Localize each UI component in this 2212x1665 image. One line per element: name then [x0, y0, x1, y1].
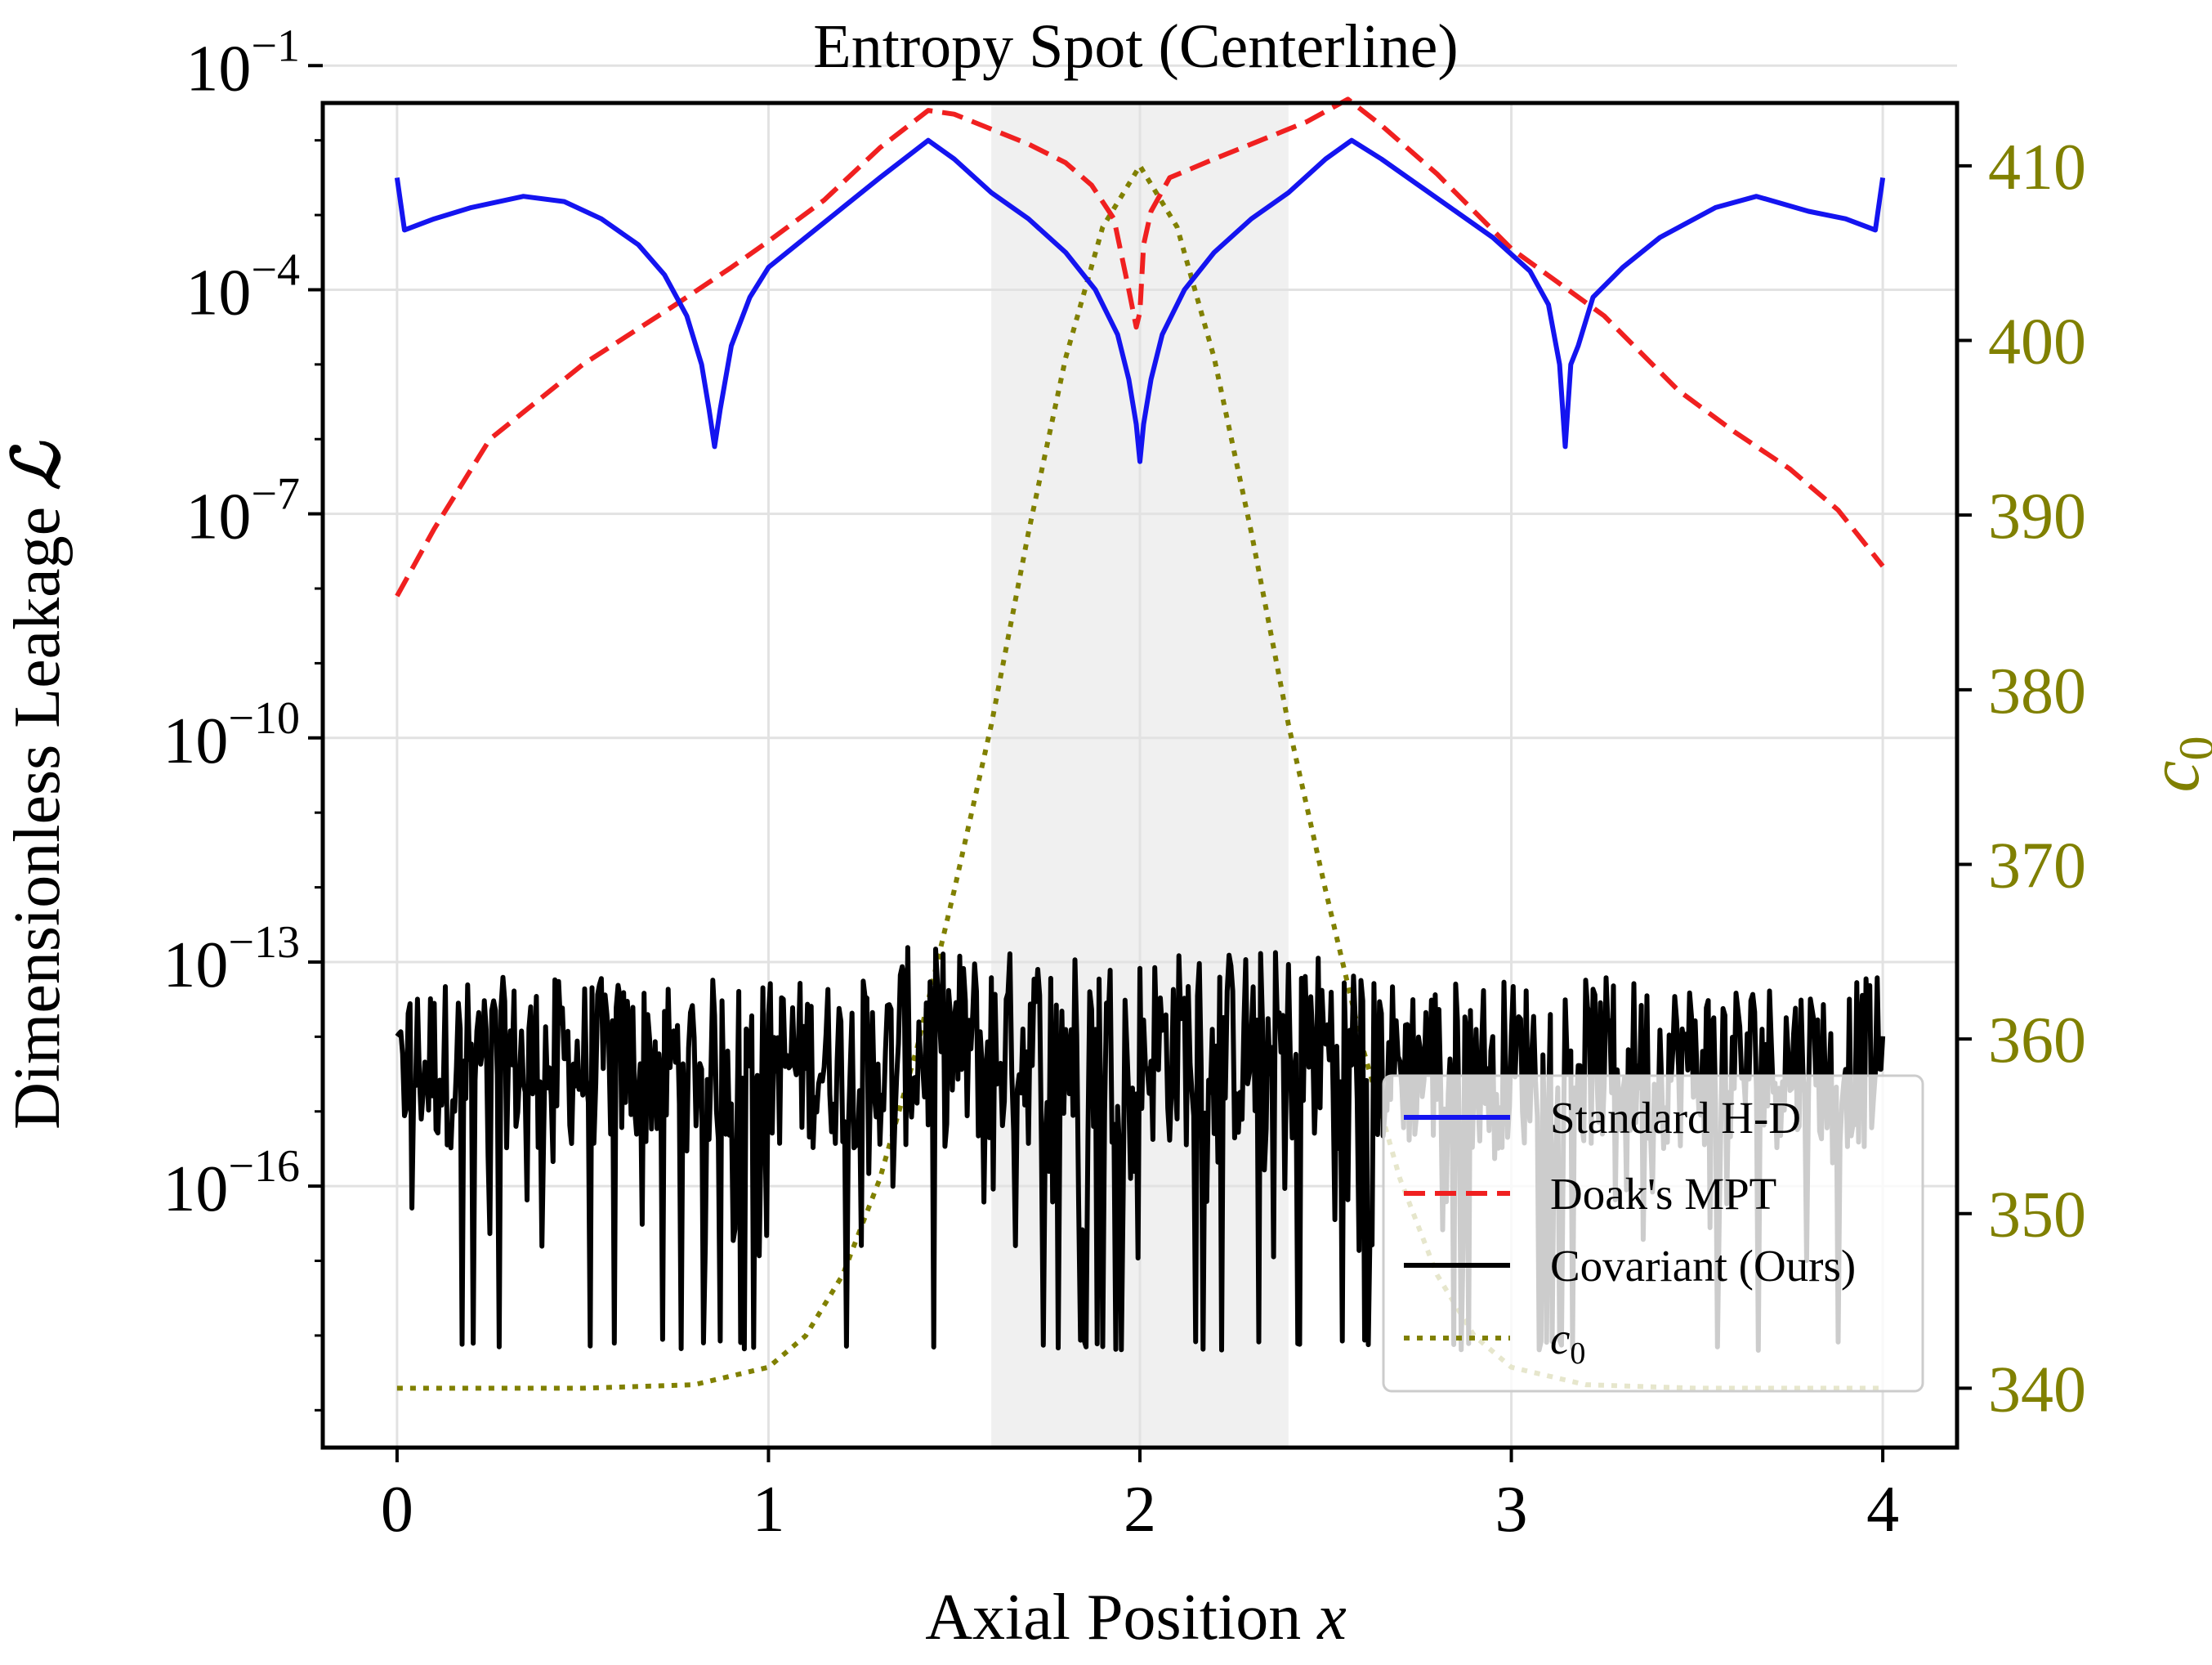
- y-tick-label-base: 10: [163, 705, 228, 777]
- series-c0-line: [396, 163, 1884, 1391]
- x-tick-label: 4: [1866, 1474, 1899, 1546]
- y2-tick-label: 410: [1988, 132, 2086, 204]
- y2-tick-label: 360: [1988, 1005, 2086, 1076]
- y2-tick-label: 380: [1988, 656, 2086, 727]
- y-tick-label-base: 10: [185, 33, 251, 105]
- y-tick-label-exp: −4: [251, 244, 300, 295]
- legend-label-c0: c0: [1550, 1314, 1585, 1371]
- y-axis-label-text: Dimensionless Leakage: [2, 490, 74, 1130]
- y-tick-label: 10−10: [163, 693, 300, 777]
- legend-label-standard-hd: Standard H-D: [1550, 1093, 1801, 1143]
- y-axis-label: Dimensionless Leakage ℒ: [2, 441, 74, 1130]
- chart-title: Entropy Spot (Centerline): [813, 12, 1458, 81]
- y2-tick-label: 400: [1988, 307, 2086, 378]
- x-axis-label: Axial Position x: [925, 1582, 1347, 1654]
- y2-tick-label: 390: [1988, 481, 2086, 553]
- y-tick-label: 10−1: [185, 20, 300, 105]
- y-tick-label: 10−13: [163, 917, 300, 1001]
- x-tick-label: 2: [1124, 1474, 1156, 1546]
- y-tick-label-base: 10: [163, 929, 228, 1001]
- legend-box: [1382, 1074, 1924, 1393]
- legend-label-covariant: Covariant (Ours): [1550, 1241, 1856, 1291]
- y-tick-label-base: 10: [185, 481, 251, 553]
- y-tick-label-base: 10: [163, 1153, 228, 1225]
- y2-axis-label-sub: 0: [2170, 736, 2212, 760]
- series-standard-hd-line: [394, 137, 1886, 464]
- x-tick-label: 1: [752, 1474, 784, 1546]
- y2-tick-label: 350: [1988, 1179, 2086, 1251]
- y-axis-label-var: ℒ: [2, 441, 74, 490]
- x-axis-label-text: Axial Position: [925, 1582, 1317, 1654]
- y2-axis-label-base: c: [2135, 760, 2212, 792]
- y2-tick-label: 370: [1988, 830, 2086, 902]
- y-tick-label-exp: −13: [228, 917, 300, 968]
- y-tick-label: 10−4: [185, 244, 300, 329]
- legend-label-doak-mpt: Doak's MPT: [1550, 1169, 1776, 1219]
- x-axis-label-var: x: [1316, 1582, 1347, 1654]
- y-tick-label: 10−7: [185, 469, 300, 553]
- x-tick-label: 0: [381, 1474, 413, 1546]
- y2-axis-label: c0: [2135, 736, 2212, 792]
- series-doak-mpt-line: [395, 96, 1885, 598]
- legend-label-c0-sub: 0: [1570, 1336, 1585, 1371]
- y-tick-label: 10−16: [163, 1141, 300, 1225]
- x-tick-label: 3: [1495, 1474, 1528, 1546]
- legend-label-c0-base: c: [1550, 1314, 1570, 1363]
- y2-axis-ticks: 340 350 360 370 380 390 400 410: [1957, 132, 2086, 1426]
- y-tick-label-exp: −1: [251, 20, 300, 71]
- legend: Standard H-D Doak's MPT Covariant (Ours)…: [1382, 1074, 1924, 1393]
- y-tick-label-exp: −7: [251, 469, 300, 520]
- y-tick-label-exp: −16: [228, 1141, 300, 1192]
- y-tick-label-base: 10: [185, 257, 251, 329]
- x-axis-ticks: 0 1 2 3 4: [381, 1448, 1899, 1546]
- y2-tick-label: 340: [1988, 1354, 2086, 1426]
- y-tick-label-exp: −10: [228, 693, 300, 744]
